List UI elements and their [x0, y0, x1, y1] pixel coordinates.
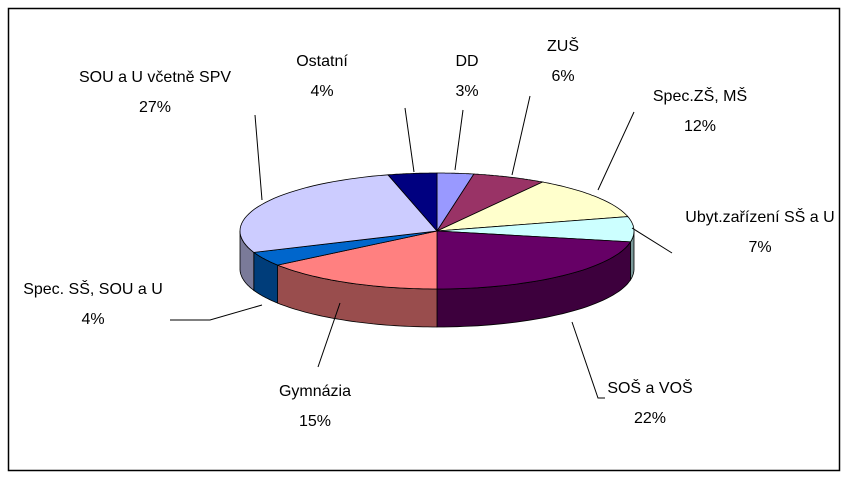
category-label: Ostatní [296, 53, 348, 70]
slice [276, 230, 438, 290]
data-label: ZUŠ 6% [533, 32, 593, 92]
slice [436, 230, 632, 290]
category-label: Gymnázia [278, 383, 352, 400]
data-label: Spec. SŠ, SOU a U 4% [13, 275, 173, 335]
slice [252, 230, 438, 266]
category-label: SOU a U včetně SPV [78, 69, 232, 86]
percent-label: 7% [748, 239, 772, 256]
data-label: Spec.ZŠ, MŠ 12% [625, 82, 775, 142]
percent-label: 4% [310, 83, 334, 100]
category-label: Spec.ZŠ, MŠ [652, 88, 748, 105]
slice [436, 181, 629, 232]
leader-line [254, 114, 263, 201]
slice [239, 174, 438, 253]
category-label: SOŠ a VOŠ [607, 380, 693, 397]
data-label: SOU a U včetně SPV 27% [70, 63, 240, 123]
category-label: ZUŠ [547, 38, 579, 55]
leader-line [511, 95, 531, 176]
data-label: DD 3% [437, 47, 497, 107]
category-label: Spec. SŠ, SOU a U [23, 281, 163, 298]
percent-label: 15% [298, 413, 332, 430]
slice [387, 172, 438, 233]
data-label: Ostatní 4% [282, 47, 362, 107]
leader-line [571, 321, 605, 399]
percent-label: 4% [81, 311, 105, 328]
percent-label: 12% [683, 118, 717, 135]
leader-line [404, 107, 415, 173]
leader-line [170, 304, 263, 321]
slice [435, 173, 544, 232]
data-label: Ubyt.zařízení SŠ a U 7% [685, 203, 835, 263]
percent-label: 6% [551, 68, 575, 85]
leader-line [454, 109, 464, 171]
category-label: Ubyt.zařízení SŠ a U [685, 209, 835, 226]
data-label: Gymnázia 15% [255, 377, 375, 437]
leader-line [317, 302, 341, 368]
percent-label: 22% [633, 410, 667, 427]
leader-line [631, 227, 673, 254]
category-label: DD [455, 53, 479, 70]
leader-line [597, 111, 635, 191]
percent-label: 27% [138, 99, 172, 116]
percent-label: 3% [455, 83, 479, 100]
data-label: SOŠ a VOŠ 22% [590, 374, 710, 434]
